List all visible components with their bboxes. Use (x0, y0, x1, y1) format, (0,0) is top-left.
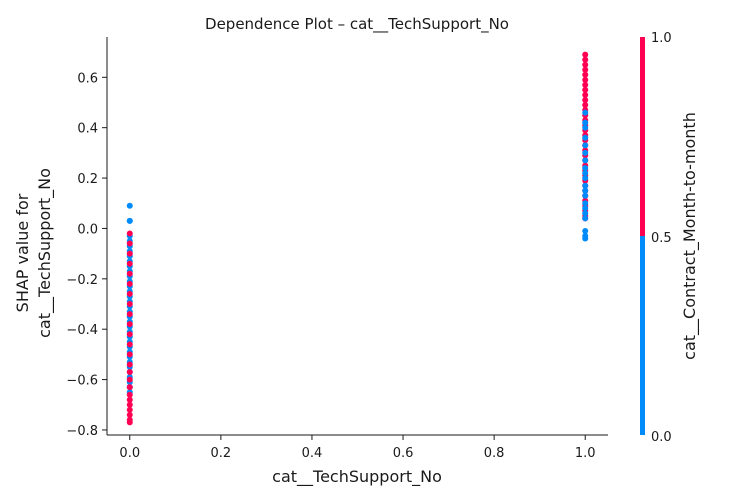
scatter-point (582, 149, 589, 156)
scatter-point (126, 290, 133, 297)
scatter-point (582, 235, 589, 242)
scatter-point (126, 406, 133, 413)
scatter-point (126, 361, 133, 368)
scatter-point (582, 187, 589, 194)
scatter-point (582, 182, 589, 189)
scatter-point (582, 175, 589, 182)
scatter-point (126, 230, 133, 237)
scatter-point (582, 102, 589, 109)
y-tick-label: −0.6 (66, 374, 98, 389)
x-tick-label: 0.8 (484, 446, 505, 461)
scatter-point (582, 142, 589, 149)
scatter-point (126, 341, 133, 348)
colorbar-tick-mid: 0.5 (651, 231, 672, 246)
colorbar-tick-high: 1.0 (651, 31, 672, 46)
colorbar-high-segment (640, 37, 645, 236)
scatter-point (126, 250, 133, 257)
x-ticks: 0.0 0.2 0.4 0.6 0.8 1.0 (119, 435, 596, 461)
scatter-point (126, 391, 133, 398)
scatter-point (582, 124, 589, 131)
scatter-point (582, 81, 589, 88)
scatter-point (126, 411, 133, 418)
scatter-point (126, 384, 133, 391)
scatter-point (126, 217, 133, 224)
scatter-point (126, 351, 133, 358)
scatter-point (126, 280, 133, 287)
scatter-point (582, 109, 589, 116)
axes (106, 37, 608, 436)
scatter-point (582, 66, 589, 73)
scatter-point (126, 240, 133, 247)
scatter-point (582, 210, 589, 217)
y-axis-label-group: SHAP value for cat__TechSupport_No (13, 168, 55, 338)
y-tick-label: 0.2 (77, 172, 98, 187)
scatter-point (582, 200, 589, 207)
scatter-point (126, 260, 133, 267)
scatter-point (126, 369, 133, 376)
y-tick-label: −0.4 (66, 323, 98, 338)
scatter-point (582, 86, 589, 93)
scatter-point (582, 134, 589, 141)
scatter-point (126, 270, 133, 277)
scatter-point (582, 71, 589, 78)
scatter-point (582, 192, 589, 199)
x-tick-label: 0.0 (119, 446, 140, 461)
y-ticks: −0.8 −0.6 −0.4 −0.2 0.0 0.2 0.4 0.6 (66, 71, 107, 439)
scatter-point (582, 227, 589, 234)
x-tick-label: 0.2 (211, 446, 232, 461)
scatter-point (582, 170, 589, 177)
y-axis-label-line-1: SHAP value for (13, 193, 32, 312)
scatter-point (126, 376, 133, 383)
scatter-point (582, 157, 589, 164)
x-tick-label: 0.6 (393, 446, 414, 461)
chart-title: Dependence Plot – cat__TechSupport_No (205, 15, 509, 34)
scatter-point (582, 215, 589, 222)
y-tick-label: −0.8 (66, 424, 98, 439)
x-tick-label: 0.4 (302, 446, 323, 461)
scatter-point (582, 205, 589, 212)
y-axis-label-line-2: cat__TechSupport_No (35, 168, 55, 338)
x-tick-label: 1.0 (575, 446, 596, 461)
y-tick-label: 0.0 (77, 222, 98, 237)
colorbar-low-segment (640, 236, 645, 435)
scatter-point (126, 301, 133, 308)
colorbar-label: cat__Contract_Month-to-month (680, 112, 700, 360)
scatter-point (582, 164, 589, 171)
colorbar: 1.0 0.5 0.0 cat__Contract_Month-to-month (640, 31, 700, 445)
colorbar-tick-low: 0.0 (651, 430, 672, 445)
y-tick-label: 0.6 (77, 71, 98, 86)
y-tick-label: 0.4 (77, 122, 98, 137)
scatter-point (126, 396, 133, 403)
x-axis-label: cat__TechSupport_No (272, 467, 442, 487)
y-tick-label: −0.2 (66, 273, 98, 288)
scatter-points (126, 51, 589, 426)
scatter-point (126, 401, 133, 408)
scatter-point (582, 119, 589, 126)
scatter-point (126, 331, 133, 338)
scatter-point (582, 76, 589, 83)
scatter-point (582, 96, 589, 103)
scatter-point (582, 61, 589, 68)
scatter-point (582, 51, 589, 58)
scatter-point (582, 56, 589, 63)
scatter-point (126, 311, 133, 318)
scatter-point (126, 419, 133, 426)
scatter-point (582, 91, 589, 98)
scatter-point (126, 321, 133, 328)
scatter-point (126, 202, 133, 209)
